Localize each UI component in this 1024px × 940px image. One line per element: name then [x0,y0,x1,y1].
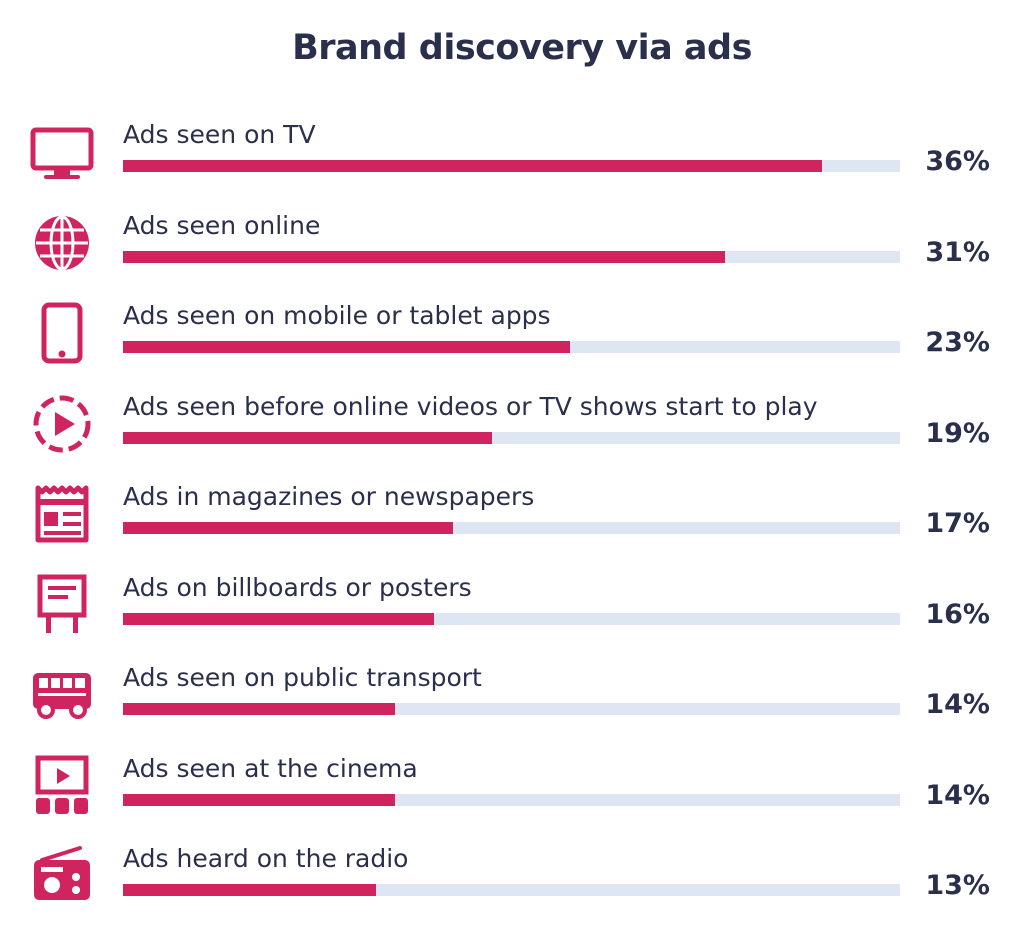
bar [123,703,395,715]
bar-row: Ads seen on mobile or tablet apps 23% [0,301,1024,391]
bar-value-label: 23% [925,327,990,358]
bar-row: Ads seen on TV 36% [0,120,1024,210]
globe-icon [30,211,94,275]
bar-value-label: 19% [925,418,990,449]
bar-value-label: 17% [925,508,990,539]
bar-track [123,703,900,715]
bar-label: Ads seen on public transport [123,663,482,692]
tv-icon [30,120,94,184]
bar-track [123,794,900,806]
bar-track [123,251,900,263]
video-play-icon [30,392,94,456]
bar-track [123,432,900,444]
bar-track [123,522,900,534]
bar-value-label: 14% [925,689,990,720]
bar-label: Ads heard on the radio [123,844,409,873]
bar-track [123,341,900,353]
newspaper-icon [30,482,94,546]
bar-label: Ads seen online [123,211,321,240]
bar-row: Ads seen before online videos or TV show… [0,392,1024,482]
bar-label: Ads seen on mobile or tablet apps [123,301,551,330]
bar [123,432,493,444]
bar-row: Ads in magazines or newspapers 17% [0,482,1024,572]
bar-track [123,160,900,172]
bar [123,160,823,172]
bar-label: Ads in magazines or newspapers [123,482,535,511]
bar-row: Ads heard on the radio 13% [0,844,1024,934]
bar-value-label: 16% [925,599,990,630]
smartphone-icon [30,301,94,365]
bar-row: Ads seen online 31% [0,211,1024,301]
bar [123,613,434,625]
bar [123,251,726,263]
bus-icon [30,663,94,727]
bar-value-label: 13% [925,870,990,901]
bar-row: Ads on billboards or posters 16% [0,573,1024,663]
bar-label: Ads seen on TV [123,120,316,149]
bar-row: Ads seen on public transport 14% [0,663,1024,753]
bar-value-label: 14% [925,780,990,811]
bar-value-label: 36% [925,146,990,177]
bar-track [123,884,900,896]
bar-label: Ads on billboards or posters [123,573,472,602]
bar [123,884,376,896]
bar-row: Ads seen at the cinema 14% [0,754,1024,844]
bar [123,522,454,534]
bar-value-label: 31% [925,237,990,268]
chart-title: Brand discovery via ads [292,28,752,68]
billboard-icon [30,573,94,637]
bar [123,794,395,806]
bar-track [123,613,900,625]
radio-icon [30,844,94,908]
bar [123,341,570,353]
bar-label: Ads seen at the cinema [123,754,418,783]
cinema-icon [30,754,94,818]
bar-label: Ads seen before online videos or TV show… [123,392,818,421]
